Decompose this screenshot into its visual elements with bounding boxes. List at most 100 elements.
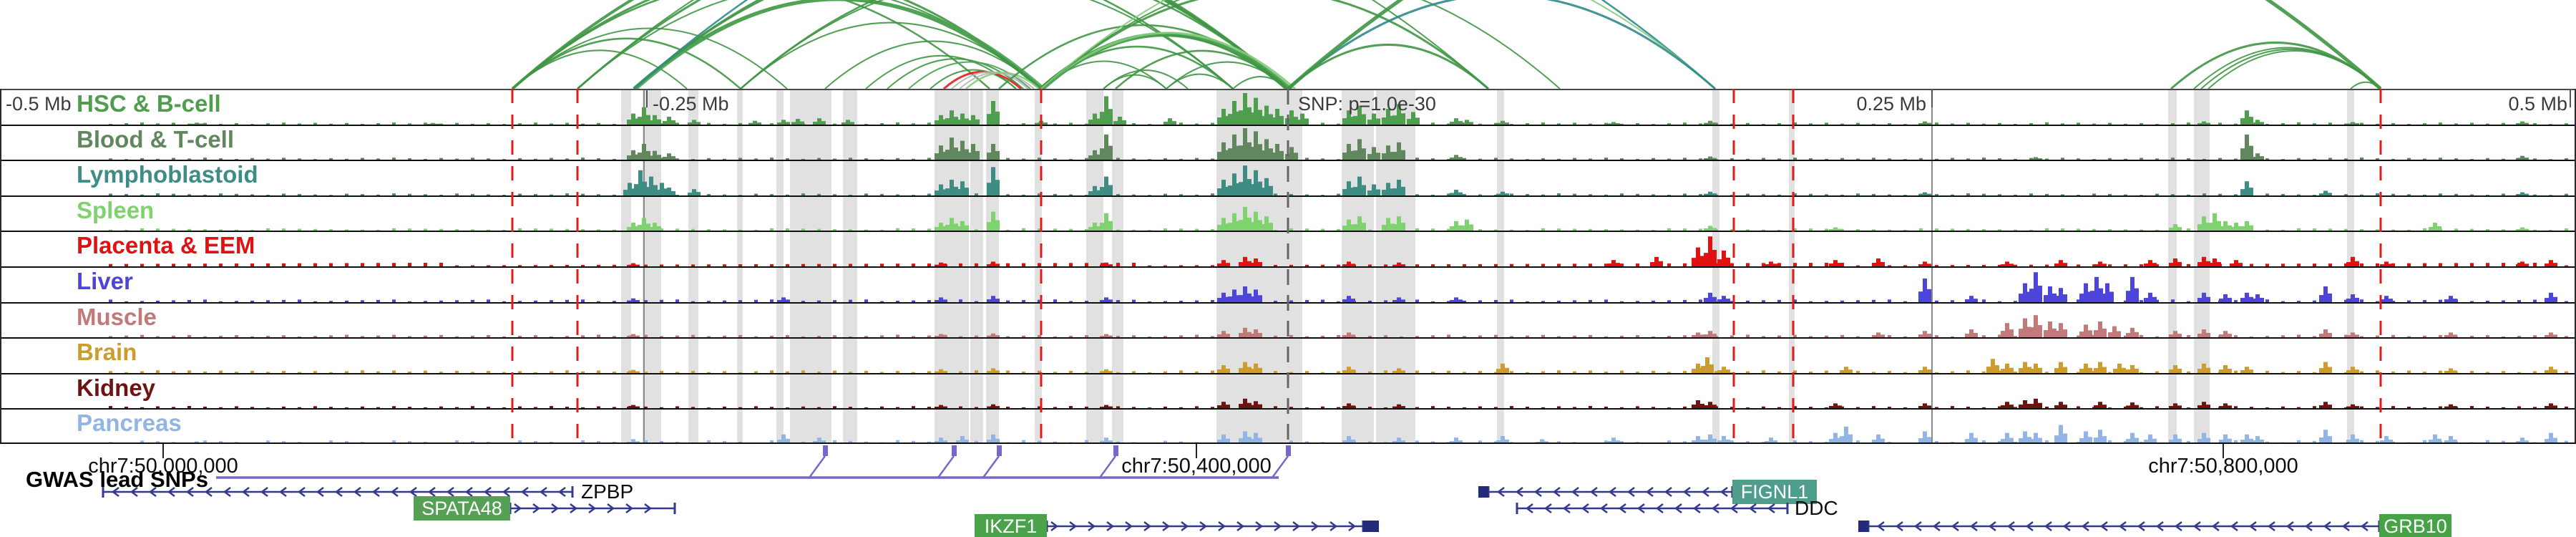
- gene-strand-chevron: [1552, 487, 1561, 497]
- gene-label-ikzf1: IKZF1: [985, 516, 1038, 537]
- track-label: Blood & T-cell: [77, 125, 235, 153]
- interaction-arc: [1287, 0, 1716, 89]
- gene-strand-chevron: [2360, 521, 2368, 531]
- signal-histogram: [109, 425, 2568, 444]
- gene-strand-chevron: [607, 503, 615, 513]
- gene-strand-chevron: [1050, 521, 1059, 531]
- gene-strand-chevron: [1162, 521, 1171, 531]
- gene-strand-chevron: [1599, 503, 1608, 513]
- coordinate-label-chr7-50400000: chr7:50,400,000: [1121, 455, 1272, 478]
- gene-strand-chevron: [570, 503, 578, 513]
- gene-strand-chevron: [551, 503, 560, 513]
- coordinate-label-chr7-50800000: chr7:50,800,000: [2148, 455, 2298, 478]
- interaction-arcs: [511, 0, 2382, 89]
- gene-strand-chevron: [2267, 521, 2275, 531]
- gene-strand-chevron: [1608, 487, 1616, 497]
- gene-strand-chevron: [1674, 503, 1682, 513]
- gene-strand-chevron: [2323, 521, 2331, 531]
- axis-label-minus-0.5mb: -0.5 Mb: [6, 93, 72, 115]
- track-row-lymphoblastoid: Lymphoblastoid: [1, 160, 2575, 195]
- signal-histogram: [109, 128, 2568, 160]
- track-label: HSC & B-cell: [77, 90, 221, 117]
- interaction-arc: [633, 0, 1289, 89]
- gene-strand-chevron: [483, 487, 492, 497]
- track-label: Liver: [77, 267, 133, 294]
- gene-strand-chevron: [1719, 487, 1728, 497]
- gene-strand-chevron: [1525, 503, 1533, 513]
- gene-label-box-spata48: [414, 496, 510, 521]
- gene-strand-chevron: [1581, 503, 1589, 513]
- gene-strand-chevron: [111, 487, 119, 497]
- gene-strand-chevron: [2230, 521, 2238, 531]
- axis-label-0.5mb: 0.5 Mb: [2508, 93, 2567, 115]
- gene-strand-chevron: [2211, 521, 2220, 531]
- axis-label-minus-0.25mb: -0.25 Mb: [653, 93, 729, 115]
- gene-strand-chevron: [1589, 487, 1598, 497]
- marker-lines-layer: [511, 89, 2382, 444]
- gene-strand-chevron: [1236, 521, 1245, 531]
- gene-strand-chevron: [2062, 521, 2071, 531]
- gwas-snp-connector: [808, 455, 826, 478]
- gene-strand-chevron: [532, 503, 541, 513]
- gene-strand-chevron: [1988, 521, 1996, 531]
- gene-strand-chevron: [316, 487, 324, 497]
- interaction-arc: [1040, 32, 1296, 89]
- gene-strand-chevron: [625, 503, 634, 513]
- gene-strand-chevron: [1533, 487, 1542, 497]
- gene-strand-chevron: [557, 487, 566, 497]
- axis-label-0.25mb: 0.25 Mb: [1856, 93, 1926, 115]
- gene-label-fignl1: FIGNL1: [1741, 481, 1809, 503]
- gwas-snp-connector: [1098, 455, 1117, 478]
- interaction-arc: [951, 71, 1029, 89]
- interaction-arc: [512, 27, 788, 89]
- gene-strand-chevron: [520, 487, 529, 497]
- gene-strand-chevron: [1106, 521, 1115, 531]
- gene-strand-chevron: [409, 487, 417, 497]
- gene-strand-chevron: [446, 487, 454, 497]
- signal-histogram: [109, 315, 2568, 338]
- track-label: Pancreas: [77, 410, 182, 437]
- gwas-snp-connector: [982, 455, 1000, 478]
- interaction-arc: [1166, 61, 1289, 89]
- gene-strand-chevron: [1069, 521, 1078, 531]
- gene-strand-chevron: [297, 487, 306, 497]
- gene-strand-chevron: [1895, 521, 1903, 531]
- gene-strand-chevron: [1181, 521, 1189, 531]
- gene-strand-chevron: [1292, 521, 1301, 531]
- gene-strand-chevron: [130, 487, 138, 497]
- gene-strand-chevron: [1626, 487, 1635, 497]
- gene-strand-chevron: [514, 503, 522, 513]
- track-row-brain: Brain: [1, 337, 2575, 373]
- gene-strand-chevron: [2081, 521, 2089, 531]
- interaction-arc: [740, 0, 1289, 89]
- interaction-arc: [965, 72, 1040, 89]
- gene-strand-chevron: [2192, 521, 2201, 531]
- gene-strand-chevron: [1913, 521, 1922, 531]
- gene-strand-chevron: [241, 487, 250, 497]
- gene-strand-chevron: [1932, 521, 1941, 531]
- snp-pvalue-label: SNP: p=1.0e-30: [1298, 93, 1436, 115]
- gene-strand-chevron: [1655, 503, 1664, 513]
- gene-exon-block: [1478, 486, 1488, 498]
- track-label: Placenta & EEM: [77, 232, 255, 259]
- signal-histogram: [109, 236, 2568, 266]
- interaction-arc: [2350, 81, 2381, 89]
- interaction-arc: [636, 0, 1045, 89]
- gene-strand-chevron: [204, 487, 213, 497]
- gene-strand-chevron: [1701, 487, 1709, 497]
- gene-strand-chevron: [1218, 521, 1226, 531]
- gene-strand-chevron: [1748, 503, 1757, 513]
- gene-strand-chevron: [427, 487, 436, 497]
- gene-strand-chevron: [1125, 521, 1133, 531]
- gwas-snp-marker: [1286, 445, 1291, 456]
- gene-label-zpbp: ZPBP: [581, 480, 633, 503]
- signal-histogram: [109, 165, 2568, 195]
- gene-strand-chevron: [464, 487, 473, 497]
- gene-strand-chevron: [1199, 521, 1208, 531]
- gene-strand-chevron: [2099, 521, 2108, 531]
- gene-strand-chevron: [1692, 503, 1701, 513]
- gene-label-grb10: GRB10: [2384, 516, 2447, 537]
- gene-strand-chevron: [371, 487, 380, 497]
- gene-strand-chevron: [1255, 521, 1264, 531]
